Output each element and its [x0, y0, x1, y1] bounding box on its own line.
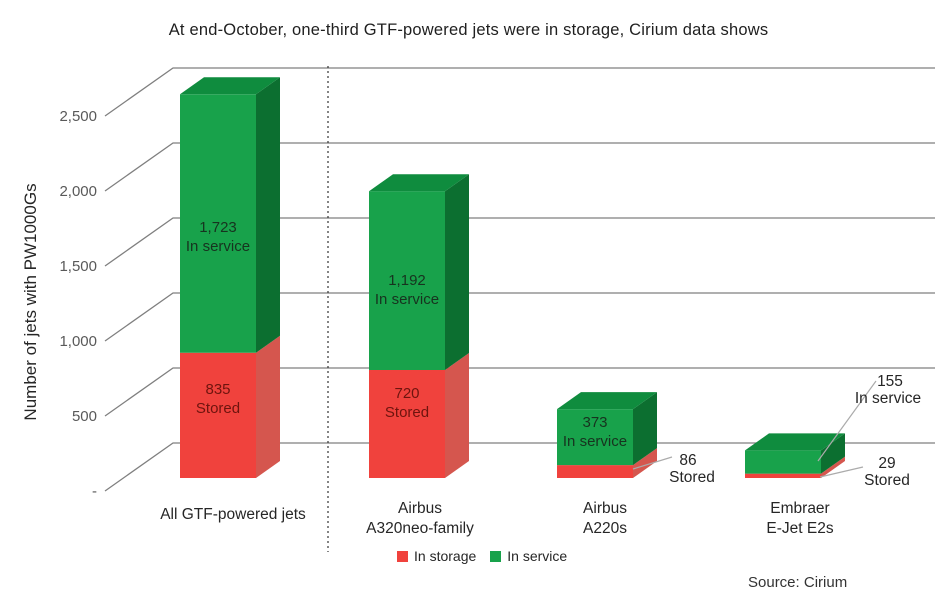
- bars: [180, 77, 845, 478]
- bar-front-service: [745, 450, 821, 474]
- gridline: [104, 217, 935, 267]
- bar-value-label: 835: [205, 381, 230, 398]
- bar-side-service: [445, 174, 469, 370]
- gridline: [104, 67, 935, 117]
- in-service-swatch-icon: [490, 551, 502, 562]
- gridline: [104, 367, 935, 417]
- gridline: [104, 142, 935, 192]
- bar-side-service: [821, 433, 845, 474]
- in-storage-swatch-icon: [397, 551, 408, 562]
- callout-leader-line: [819, 466, 864, 478]
- bar-side-service: [633, 392, 657, 466]
- bar-side-stored: [633, 448, 657, 478]
- gridlines: [104, 67, 935, 492]
- bar-top-service: [745, 433, 845, 451]
- bar-front-service: [180, 94, 256, 353]
- bar-series-label: Stored: [196, 400, 240, 417]
- bar-side-stored: [256, 335, 280, 478]
- bar-value-label: 1,192: [388, 272, 426, 289]
- category-label: Airbus: [583, 500, 627, 517]
- bar-front-service: [369, 191, 445, 370]
- callout-leader-line: [817, 380, 877, 462]
- y-tick-label: -: [92, 483, 97, 500]
- category-label: Embraer: [770, 500, 829, 517]
- y-tick-label: 2,000: [59, 183, 97, 200]
- bar-value-label: 720: [394, 385, 419, 402]
- callout-leader-line: [632, 456, 673, 470]
- legend-label-in-storage: In storage: [414, 548, 477, 564]
- bar-value-label: 1,723: [199, 219, 237, 236]
- callout-value-label: 29: [878, 455, 895, 472]
- bar-series-label: In service: [375, 291, 439, 308]
- callout-series-label: Stored: [669, 469, 715, 486]
- bar-front-stored: [745, 473, 821, 478]
- category-label: All GTF-powered jets: [160, 506, 306, 523]
- bar-front-stored: [369, 370, 445, 478]
- bar-front-stored: [557, 465, 633, 478]
- y-tick-label: 1,500: [59, 258, 97, 275]
- legend-item-in-storage: In storage: [397, 548, 476, 564]
- y-tick-label: 2,500: [59, 108, 97, 125]
- legend-label-in-service: In service: [507, 548, 568, 564]
- gridline: [104, 292, 935, 342]
- category-label: E-Jet E2s: [766, 520, 833, 537]
- y-tick-label: 1,000: [59, 333, 97, 350]
- bar-series-label: In service: [186, 238, 250, 255]
- bar-front-stored: [180, 352, 256, 478]
- bar-side-stored: [821, 456, 845, 478]
- callout-series-label: In service: [855, 390, 921, 407]
- bar-embraer-e-jet-e2s: [745, 433, 845, 478]
- category-label: A320neo-family: [366, 520, 474, 537]
- bar-series-label: Stored: [385, 404, 429, 421]
- bar-top-service: [369, 174, 469, 192]
- bar-top-service: [180, 77, 280, 95]
- source-credit: Source: Cirium: [748, 574, 848, 591]
- bar-side-service: [256, 77, 280, 353]
- y-axis-title: Number of jets with PW1000Gs: [21, 183, 40, 420]
- legend-item-in-service: In service: [490, 548, 567, 564]
- legend: In storage In service: [397, 548, 567, 564]
- bar-side-stored: [445, 353, 469, 478]
- callout-value-label: 155: [877, 373, 903, 390]
- bar-airbus-a320neo-family: [369, 174, 469, 478]
- category-label: Airbus: [398, 500, 442, 517]
- callout-value-label: 86: [679, 452, 696, 469]
- category-label: A220s: [583, 520, 627, 537]
- bar-airbus-a220s: [557, 392, 657, 478]
- bar-series-label: In service: [563, 433, 627, 450]
- bar-all-gtf-powered-jets: [180, 77, 280, 478]
- callout-series-label: Stored: [864, 472, 910, 489]
- data-labels: 1,723 In service 835 Stored 1,192 In service 7…: [186, 219, 921, 489]
- y-tick-label: 500: [72, 408, 97, 425]
- bar-front-service: [557, 409, 633, 466]
- axis-labels: - 500 1,000 1,500 2,000 2,500 All GTF-powered …: [59, 108, 833, 537]
- bar-top-service: [557, 392, 657, 410]
- gridline: [104, 442, 935, 492]
- bar-value-label: 373: [582, 414, 607, 431]
- chart-title: At end-October, one-third GTF-powered je…: [168, 21, 769, 39]
